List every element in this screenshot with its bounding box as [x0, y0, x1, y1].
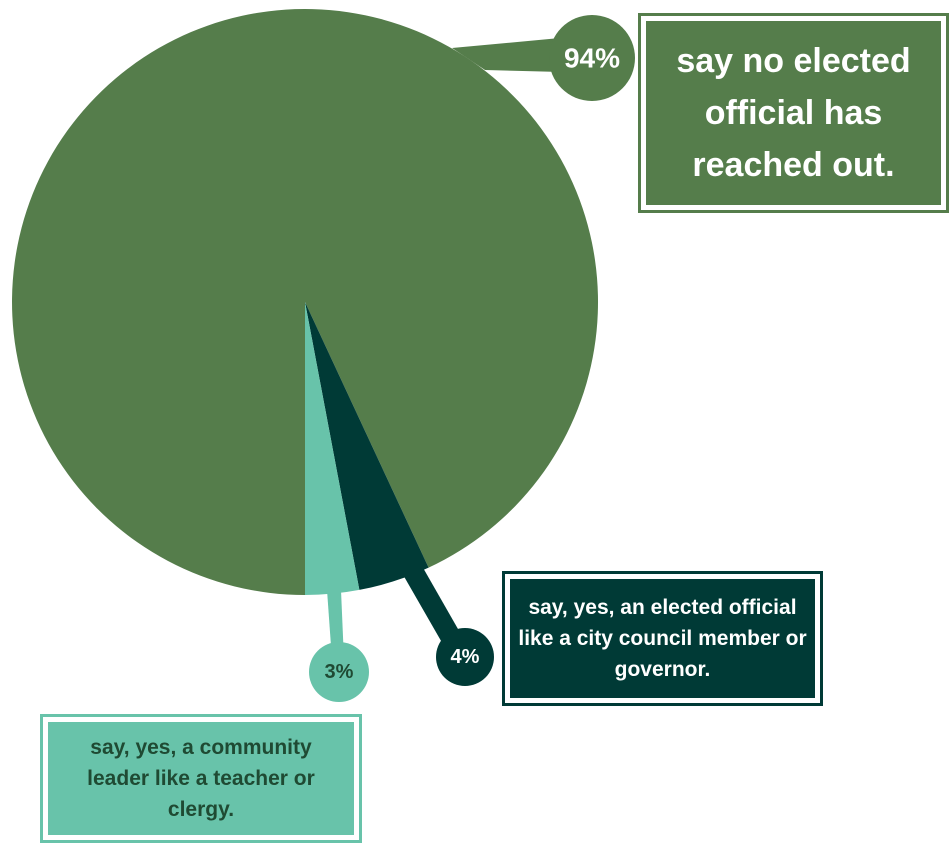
value-bubble-community-leader — [309, 642, 369, 702]
value-label-community-leader: 3% — [325, 661, 354, 683]
value-label-elected-official: 4% — [451, 646, 480, 668]
value-bubble-elected-official — [436, 628, 494, 686]
value-label-no-official: 94% — [564, 43, 620, 74]
callout-no-official-text: say no elected official has reached out. — [646, 21, 941, 205]
value-bubble-no-official — [549, 15, 635, 101]
pie-slice-community-leader — [305, 302, 360, 595]
pie-slice-no-official — [12, 8, 599, 595]
callout-no-official: say no elected official has reached out. — [638, 13, 949, 213]
value-bubbles: 94% 4% 3% — [309, 15, 635, 702]
callout-community-leader-text: say, yes, a community leader like a teac… — [48, 722, 354, 835]
pie-slices — [12, 8, 599, 595]
callout-elected-official-text: say, yes, an elected official like a cit… — [510, 579, 815, 698]
pie-slice-elected-official — [305, 302, 429, 590]
callout-community-leader: say, yes, a community leader like a teac… — [40, 714, 362, 843]
leader-line-no-official — [452, 38, 562, 72]
callout-elected-official: say, yes, an elected official like a cit… — [502, 571, 823, 706]
